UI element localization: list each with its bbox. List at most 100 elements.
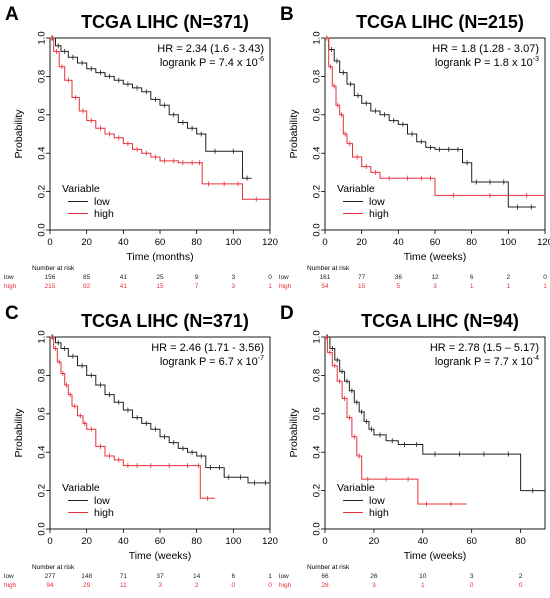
x-tick-label: 80 bbox=[466, 237, 477, 248]
risk-count-low: 0 bbox=[543, 274, 547, 281]
risk-count-high: 1 bbox=[268, 283, 272, 290]
risk-count-low: 71 bbox=[120, 573, 128, 580]
x-tick-label: 20 bbox=[369, 536, 380, 547]
risk-count-high: 3 bbox=[372, 582, 376, 589]
x-tick-label: 20 bbox=[81, 237, 92, 248]
legend-title: Variable bbox=[337, 482, 375, 494]
logrank-exponent: -3 bbox=[533, 56, 539, 63]
risk-row-label-high: high bbox=[279, 582, 292, 589]
x-axis-label: Time (months) bbox=[126, 251, 193, 263]
panel-label: D bbox=[280, 303, 294, 324]
km-plot-c: C TCGA LIHC (N=371)0.00.20.40.60.81.00 20 4… bbox=[4, 303, 278, 589]
logrank-exponent: -6 bbox=[258, 56, 264, 63]
y-tick-label: 1.0 bbox=[37, 330, 48, 343]
risk-count-high: 11 bbox=[120, 582, 127, 589]
x-tick-label: 40 bbox=[118, 237, 129, 248]
x-tick-label: 60 bbox=[155, 536, 166, 547]
legend-title: Variable bbox=[337, 183, 375, 195]
logrank-base: logrank P = 1.8 x 10 bbox=[435, 57, 533, 69]
panel-b: B TCGA LIHC (N=215) 0.0 0.2 0.4 0.6 0.8 1.0 0 20 4… bbox=[275, 0, 550, 299]
y-axis-label: Probability bbox=[13, 408, 25, 458]
x-tick-label: 40 bbox=[393, 237, 404, 248]
risk-count-high: 2 bbox=[195, 582, 199, 589]
km-plot-d: D TCGA LIHC (N=94)0.00.20.40.60.81.00 20 40… bbox=[279, 303, 546, 589]
y-tick-label: 1.0 bbox=[312, 31, 323, 44]
risk-count-low: 12 bbox=[431, 274, 439, 281]
risk-count-low: 161 bbox=[320, 274, 331, 281]
survival-curve-high bbox=[50, 37, 270, 200]
risk-count-low: 2 bbox=[507, 274, 511, 281]
risk-count-low: 77 bbox=[358, 274, 366, 281]
risk-count-high: 28 bbox=[321, 582, 329, 589]
x-tick-label: 0 bbox=[47, 536, 52, 547]
logrank-exponent: -4 bbox=[533, 355, 539, 362]
y-tick-label: 0.6 bbox=[37, 108, 48, 121]
y-axis-label: Probability bbox=[13, 109, 25, 159]
risk-count-high: 1 bbox=[470, 283, 474, 290]
survival-curve-low bbox=[50, 37, 252, 179]
risk-count-low: 25 bbox=[156, 274, 164, 281]
risk-count-low: 3 bbox=[232, 274, 236, 281]
legend-label-low: low bbox=[94, 495, 110, 507]
risk-header: Number at risk bbox=[307, 265, 350, 272]
y-tick-label: 0.4 bbox=[37, 446, 48, 459]
risk-count-high: 1 bbox=[543, 283, 547, 290]
x-tick-label: 0 bbox=[322, 536, 327, 547]
km-plot-b: B TCGA LIHC (N=215)0.00.20.40.60.81.00 20 4… bbox=[279, 4, 550, 290]
panel-label: A bbox=[5, 4, 19, 25]
y-tick-label: 1.0 bbox=[37, 31, 48, 44]
y-tick-label: 0.6 bbox=[312, 108, 323, 121]
risk-count-high: 0 bbox=[470, 582, 474, 589]
logrank-text: logrank P = 6.7 x 10-7 bbox=[160, 355, 264, 368]
y-tick-label: 0.4 bbox=[312, 147, 323, 160]
risk-count-high: 1 bbox=[421, 582, 425, 589]
risk-count-high: 29 bbox=[83, 582, 91, 589]
logrank-base: logrank P = 6.7 x 10 bbox=[160, 356, 258, 368]
risk-count-low: 277 bbox=[45, 573, 56, 580]
risk-count-low: 14 bbox=[193, 573, 201, 580]
survival-curve-low bbox=[325, 37, 536, 208]
chart-title: TCGA LIHC (N=215) bbox=[356, 12, 524, 32]
hazard-ratio-text: HR = 1.8 (1.28 - 3.07) bbox=[432, 43, 539, 55]
risk-count-low: 156 bbox=[45, 274, 56, 281]
panel-label: B bbox=[280, 4, 294, 25]
y-tick-label: 0.2 bbox=[312, 484, 323, 497]
hazard-ratio-text: HR = 2.34 (1.6 - 3.43) bbox=[157, 43, 264, 55]
y-tick-label: 0.2 bbox=[312, 185, 323, 198]
risk-count-low: 37 bbox=[156, 573, 164, 580]
y-tick-label: 1.0 bbox=[312, 330, 323, 343]
x-tick-label: 20 bbox=[356, 237, 367, 248]
logrank-exponent: -7 bbox=[258, 355, 264, 362]
risk-count-high: 0 bbox=[268, 582, 272, 589]
risk-row-label-low: low bbox=[4, 573, 14, 580]
risk-row-label-low: low bbox=[279, 274, 289, 281]
x-tick-label: 0 bbox=[322, 237, 327, 248]
logrank-base: logrank P = 7.7 x 10 bbox=[435, 356, 533, 368]
risk-row-label-high: high bbox=[279, 283, 292, 290]
y-tick-label: 0.8 bbox=[37, 369, 48, 382]
x-axis-label: Time (weeks) bbox=[404, 251, 467, 263]
x-tick-label: 40 bbox=[417, 536, 428, 547]
logrank-base: logrank P = 7.4 x 10 bbox=[160, 57, 258, 69]
x-tick-label: 80 bbox=[515, 536, 526, 547]
x-tick-label: 60 bbox=[430, 237, 441, 248]
y-tick-label: 0.6 bbox=[37, 407, 48, 420]
panel-label: C bbox=[5, 303, 19, 324]
panel-a: A TCGA LIHC (N=371) 0.0 0.2 0.4 0.6 0.8 1.0 0 20 4… bbox=[0, 0, 278, 299]
risk-count-low: 3 bbox=[470, 573, 474, 580]
x-tick-label: 40 bbox=[118, 536, 129, 547]
survival-curve-low bbox=[50, 336, 270, 484]
y-tick-label: 0.0 bbox=[312, 522, 323, 535]
chart-title: TCGA LIHC (N=371) bbox=[81, 311, 249, 331]
x-tick-label: 100 bbox=[225, 237, 241, 248]
legend-label-high: high bbox=[369, 507, 389, 519]
x-tick-label: 80 bbox=[191, 237, 202, 248]
y-axis-label: Probability bbox=[288, 408, 300, 458]
panel-d: D TCGA LIHC (N=94) 0.0 0.2 0.4 0.6 0.8 1.0 0 20 40… bbox=[275, 299, 550, 598]
y-tick-label: 0.4 bbox=[312, 446, 323, 459]
y-tick-label: 0.6 bbox=[312, 407, 323, 420]
risk-count-low: 26 bbox=[370, 573, 378, 580]
legend-label-high: high bbox=[94, 208, 114, 220]
risk-count-high: 5 bbox=[397, 283, 401, 290]
chart-title: TCGA LIHC (N=371) bbox=[81, 12, 249, 32]
